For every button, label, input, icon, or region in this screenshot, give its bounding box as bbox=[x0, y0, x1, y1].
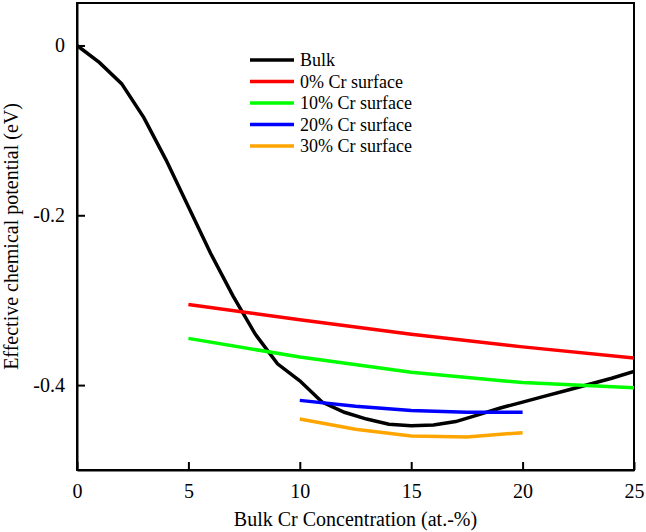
x-tick-mark bbox=[299, 462, 301, 470]
legend-label: 30% Cr surface bbox=[300, 136, 412, 156]
legend-swatch bbox=[250, 144, 294, 148]
series-line bbox=[300, 400, 523, 412]
legend-item: 0% Cr surface bbox=[250, 72, 403, 92]
y-tick-mark bbox=[77, 215, 85, 217]
series-line bbox=[188, 338, 634, 387]
chart: 0 5 10 15 20 25 -0.4 -0.2 0 Bulk0% Cr surface10% … bbox=[0, 0, 646, 532]
x-tick-label: 20 bbox=[513, 480, 533, 502]
x-tick-mark bbox=[634, 462, 636, 470]
x-tick-label: 0 bbox=[73, 480, 83, 502]
x-tick: 15 bbox=[402, 462, 422, 502]
legend-label: 0% Cr surface bbox=[300, 72, 403, 92]
x-axis-line bbox=[78, 470, 635, 472]
legend-label: Bulk bbox=[300, 50, 335, 70]
x-tick: 20 bbox=[513, 462, 533, 502]
x-axis: 0 5 10 15 20 25 bbox=[73, 462, 645, 502]
x-tick-label: 5 bbox=[184, 480, 194, 502]
x-tick-mark bbox=[522, 462, 524, 470]
x-tick-label: 10 bbox=[290, 480, 310, 502]
series-group bbox=[77, 45, 634, 436]
legend-swatch bbox=[250, 123, 294, 127]
series-line bbox=[77, 45, 634, 425]
y-axis-line bbox=[77, 4, 79, 471]
x-axis-title: Bulk Cr Concentration (at.-%) bbox=[234, 508, 477, 531]
legend-item: 10% Cr surface bbox=[250, 93, 412, 113]
y-axis: -0.4 -0.2 0 bbox=[33, 4, 85, 471]
legend-swatch bbox=[250, 80, 294, 84]
plot-area: 0 5 10 15 20 25 -0.4 -0.2 0 bbox=[33, 3, 644, 502]
y-tick-label: 0 bbox=[55, 34, 65, 56]
legend-item: 30% Cr surface bbox=[250, 136, 412, 156]
series-line bbox=[300, 419, 523, 437]
legend: Bulk0% Cr surface10% Cr surface20% Cr su… bbox=[250, 50, 412, 156]
plot-frame bbox=[77, 3, 634, 470]
y-tick: 0 bbox=[55, 34, 85, 56]
legend-swatch bbox=[250, 101, 294, 105]
y-tick: -0.2 bbox=[33, 204, 85, 226]
legend-label: 10% Cr surface bbox=[300, 93, 412, 113]
x-tick: 25 bbox=[625, 462, 645, 502]
y-axis-title: Effective chemical potential (eV) bbox=[0, 103, 23, 370]
y-tick-mark bbox=[77, 385, 85, 387]
legend-item: Bulk bbox=[250, 50, 335, 70]
legend-swatch bbox=[250, 58, 294, 62]
x-tick: 5 bbox=[184, 462, 194, 502]
legend-label: 20% Cr surface bbox=[300, 115, 412, 135]
y-tick: -0.4 bbox=[33, 374, 85, 396]
x-tick-label: 25 bbox=[625, 480, 645, 502]
x-tick: 10 bbox=[290, 462, 310, 502]
x-tick-label: 15 bbox=[402, 480, 422, 502]
x-tick-mark bbox=[411, 462, 413, 470]
x-tick-mark bbox=[188, 462, 190, 470]
y-tick-label: -0.4 bbox=[33, 374, 65, 396]
legend-item: 20% Cr surface bbox=[250, 115, 412, 135]
y-tick-label: -0.2 bbox=[33, 204, 65, 226]
